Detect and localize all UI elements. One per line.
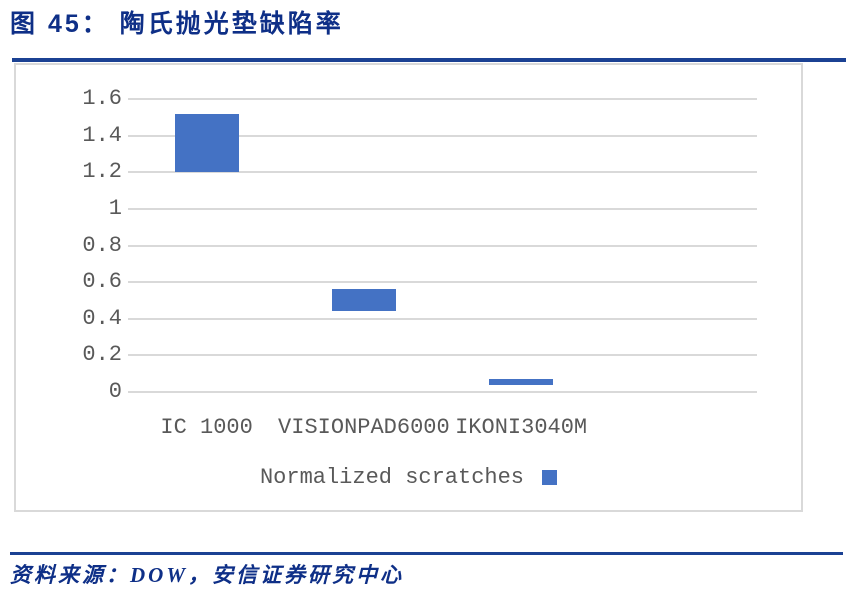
x-tick-label: VISIONPAD6000 xyxy=(278,415,450,440)
chart-legend: Normalized scratches xyxy=(16,465,801,490)
y-tick-label: 0.4 xyxy=(82,305,122,331)
y-tick-label: 0.6 xyxy=(82,269,122,295)
chart-panel: 0 0.2 0.4 0.6 0.8 1 1.2 1.4 1.6 IC 1000 VISIONPAD6… xyxy=(14,63,803,512)
gridline xyxy=(128,207,757,210)
gridline xyxy=(128,281,757,284)
legend-label: Normalized scratches xyxy=(259,465,525,490)
x-tick-label: IC 1000 xyxy=(160,415,253,440)
y-tick-label: 1 xyxy=(108,195,122,221)
gridline xyxy=(128,317,757,320)
figure-title: 图 45： 陶氏抛光垫缺陷率 xyxy=(10,10,344,38)
plot-area: 0 0.2 0.4 0.6 0.8 1 1.2 1.4 1.6 IC 1000 VISIONPAD6… xyxy=(16,65,801,510)
range-bar xyxy=(174,113,239,173)
x-tick-label: IKONI3040M xyxy=(455,415,588,440)
gridline xyxy=(128,391,757,393)
y-tick-label: 1.4 xyxy=(82,122,122,148)
y-tick-label: 1.2 xyxy=(82,159,122,185)
source-text: 资料来源：DOW，安信证券研究中心 xyxy=(10,563,405,587)
y-tick-label: 1.6 xyxy=(82,86,122,111)
legend-swatch xyxy=(542,470,558,485)
gridline xyxy=(128,134,757,137)
gridline xyxy=(128,354,757,357)
source-rule xyxy=(10,552,843,555)
gridline xyxy=(128,98,757,100)
gridline xyxy=(128,171,757,174)
range-bar xyxy=(331,289,396,312)
range-bar xyxy=(489,379,554,385)
gridline xyxy=(128,244,757,247)
y-tick-label: 0.2 xyxy=(82,342,122,368)
title-rule xyxy=(12,58,846,62)
y-tick-label: 0.8 xyxy=(82,232,122,258)
y-tick-label: 0 xyxy=(108,379,122,404)
